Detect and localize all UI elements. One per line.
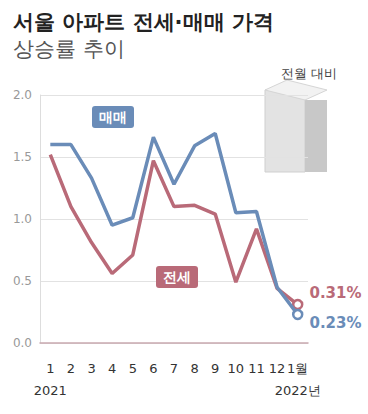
- svg-text:6: 6: [149, 361, 157, 376]
- svg-text:0.0: 0.0: [13, 336, 32, 350]
- svg-text:3: 3: [87, 361, 95, 376]
- svg-text:10: 10: [228, 361, 245, 376]
- svg-text:12: 12: [269, 361, 286, 376]
- svg-text:상승률 추이: 상승률 추이: [13, 37, 125, 61]
- svg-text:8: 8: [190, 361, 198, 376]
- svg-text:1.5: 1.5: [13, 150, 32, 164]
- svg-text:전세: 전세: [163, 269, 191, 285]
- svg-text:1월: 1월: [287, 361, 308, 376]
- svg-text:2.0: 2.0: [13, 88, 32, 102]
- svg-text:4: 4: [108, 361, 116, 376]
- svg-text:0.5: 0.5: [13, 274, 32, 288]
- svg-text:0.23%: 0.23%: [309, 314, 361, 332]
- svg-text:전월 대비: 전월 대비: [281, 66, 337, 81]
- svg-text:매매: 매매: [99, 109, 127, 125]
- svg-text:서울 아파트 전세·매매 가격: 서울 아파트 전세·매매 가격: [13, 10, 274, 34]
- svg-text:11: 11: [248, 361, 265, 376]
- svg-text:1.0: 1.0: [13, 212, 32, 226]
- svg-text:2021: 2021: [34, 383, 67, 398]
- svg-text:1: 1: [46, 361, 54, 376]
- svg-text:0.31%: 0.31%: [309, 284, 361, 302]
- svg-text:2022년: 2022년: [275, 383, 321, 398]
- svg-text:5: 5: [129, 361, 137, 376]
- svg-text:7: 7: [170, 361, 178, 376]
- svg-text:9: 9: [211, 361, 219, 376]
- svg-text:2: 2: [67, 361, 75, 376]
